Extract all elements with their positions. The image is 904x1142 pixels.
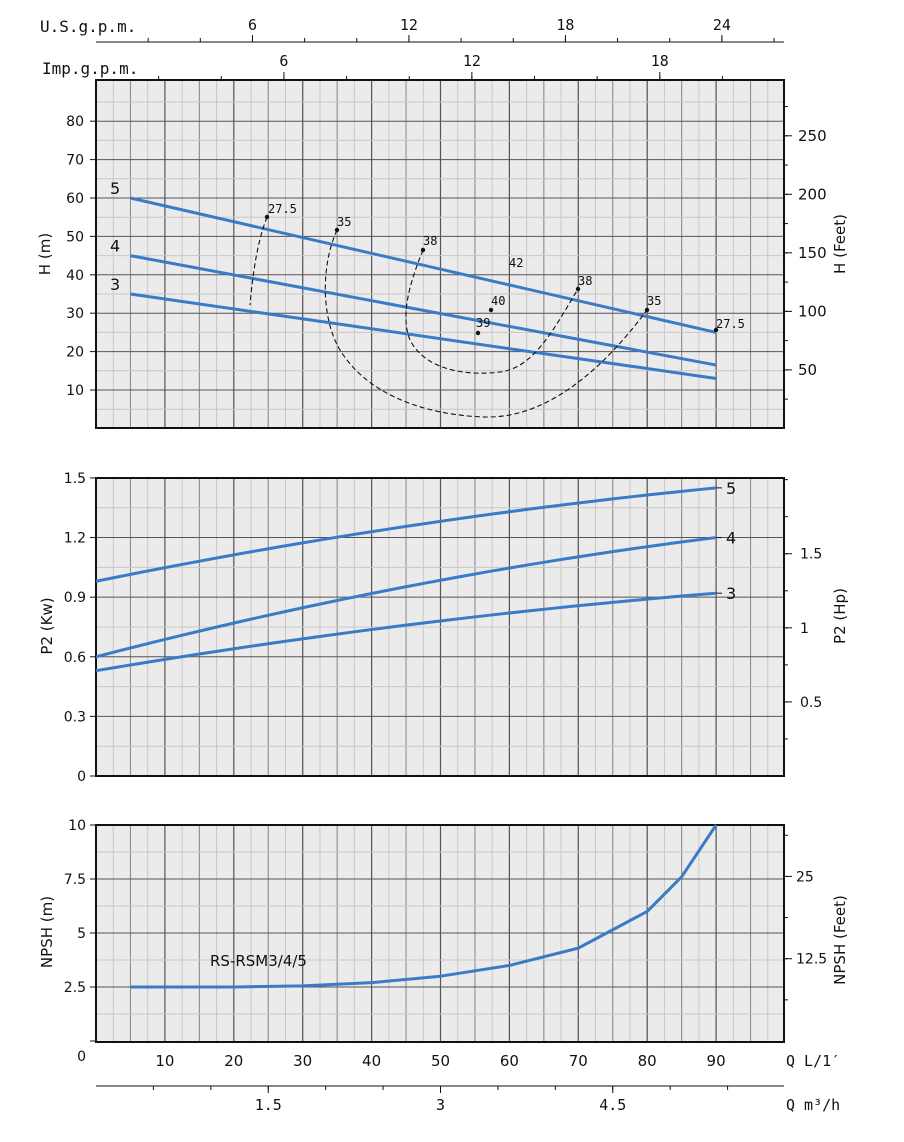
power-curve-label-3: 3 bbox=[726, 584, 736, 603]
power-ytick-label-left: 0.6 bbox=[64, 650, 86, 666]
efficiency-label: 40 bbox=[491, 294, 505, 308]
efficiency-marker bbox=[334, 227, 340, 233]
x-axis-label: Q L/1′ bbox=[786, 1052, 840, 1070]
efficiency-marker bbox=[420, 247, 426, 253]
head-curve-3 bbox=[130, 292, 717, 380]
npsh-ytick-label-left: 7.5 bbox=[64, 872, 86, 888]
power-ytick-label-left: 1.2 bbox=[64, 531, 86, 547]
head-ytick-label-right: 250 bbox=[798, 127, 827, 145]
head-ytick-label-right: 200 bbox=[798, 185, 827, 203]
head-ytick-label-right: 100 bbox=[798, 302, 827, 320]
efficiency-label: 38 bbox=[578, 274, 592, 288]
x-tick-label: 90 bbox=[707, 1052, 726, 1070]
head-ytick-label-left: 50 bbox=[66, 229, 84, 245]
power-ytick-label-left: 0.9 bbox=[64, 590, 86, 606]
efficiency-contour-35 bbox=[324, 229, 648, 418]
impgpm-tick-label: 18 bbox=[651, 52, 669, 70]
npsh-ylabel-left: NPSH (m) bbox=[38, 896, 56, 968]
npsh-ytick-label-right: 25 bbox=[796, 869, 814, 885]
power-ytick-label-left: 0 bbox=[77, 769, 86, 785]
npsh-ytick-label-left: 0 bbox=[77, 1049, 86, 1065]
head-ytick-label-left: 60 bbox=[66, 191, 84, 207]
head-curve-label-3: 3 bbox=[110, 275, 120, 294]
x-tick-label: 70 bbox=[569, 1052, 588, 1070]
head-curve-label-5: 5 bbox=[110, 179, 120, 198]
power-ytick-label-left: 0.3 bbox=[64, 709, 86, 725]
npsh-curve-label: RS-RSM3/4/5 bbox=[210, 952, 307, 970]
usgpm-axis-label: U.S.g.p.m. bbox=[40, 17, 136, 36]
head-ytick-label-left: 10 bbox=[66, 383, 84, 399]
usgpm-tick-label: 12 bbox=[400, 16, 418, 34]
head-ylabel-right: H (Feet) bbox=[831, 214, 849, 274]
head-ytick-label-left: 70 bbox=[66, 153, 84, 169]
x-tick-label: 10 bbox=[155, 1052, 174, 1070]
head-curve-4 bbox=[130, 254, 717, 367]
m3h-tick-label: 1.5 bbox=[255, 1096, 282, 1114]
efficiency-marker bbox=[475, 330, 481, 336]
impgpm-axis-label: Imp.g.p.m. bbox=[42, 59, 138, 78]
npsh-ytick-label-left: 2.5 bbox=[64, 980, 86, 996]
usgpm-tick-label: 18 bbox=[556, 16, 574, 34]
impgpm-tick-label: 6 bbox=[279, 52, 288, 70]
npsh-ytick-label-right: 12.5 bbox=[796, 952, 827, 968]
x-tick-label: 40 bbox=[362, 1052, 381, 1070]
m3h-axis-label: Q m³/h bbox=[786, 1096, 840, 1114]
usgpm-tick-label: 6 bbox=[248, 16, 257, 34]
power-ytick-label-right: 0.5 bbox=[800, 695, 822, 711]
x-tick-label: 20 bbox=[224, 1052, 243, 1070]
npsh-ytick-label-left: 5 bbox=[77, 926, 86, 942]
power-curve-5 bbox=[95, 486, 717, 583]
efficiency-label: 35 bbox=[337, 215, 351, 229]
power-panel bbox=[90, 477, 792, 777]
x-tick-label: 60 bbox=[500, 1052, 519, 1070]
head-ytick-label-right: 150 bbox=[798, 244, 827, 262]
efficiency-marker bbox=[488, 307, 494, 313]
power-curve-label-4: 4 bbox=[726, 529, 736, 548]
power-ytick-label-right: 1 bbox=[800, 621, 809, 637]
head-frame bbox=[95, 79, 785, 429]
head-panel bbox=[90, 35, 792, 429]
power-curve-3 bbox=[95, 591, 717, 673]
impgpm-tick-label: 12 bbox=[463, 52, 481, 70]
m3h-tick-label: 4.5 bbox=[599, 1096, 626, 1114]
power-ytick-label-left: 1.5 bbox=[64, 471, 86, 487]
efficiency-marker bbox=[264, 214, 270, 220]
power-curve-4 bbox=[95, 536, 717, 659]
head-ytick-label-left: 40 bbox=[66, 268, 84, 284]
m3h-tick-label: 3 bbox=[436, 1096, 445, 1114]
head-ylabel-left: H (m) bbox=[36, 233, 54, 275]
efficiency-contour-27-5 bbox=[249, 216, 268, 306]
npsh-panel bbox=[90, 824, 792, 1093]
x-tick-label: 30 bbox=[293, 1052, 312, 1070]
head-ytick-label-left: 20 bbox=[66, 345, 84, 361]
npsh-curve bbox=[130, 824, 718, 989]
head-ytick-label-right: 50 bbox=[798, 361, 817, 379]
head-ytick-label-left: 30 bbox=[66, 306, 84, 322]
efficiency-marker bbox=[644, 307, 650, 313]
head-curve-label-4: 4 bbox=[110, 237, 120, 256]
power-ylabel-left: P2 (Kw) bbox=[38, 597, 56, 654]
power-curve-label-5: 5 bbox=[726, 479, 736, 498]
efficiency-label: 35 bbox=[647, 294, 661, 308]
efficiency-label: 27.5 bbox=[268, 202, 297, 216]
head-ytick-label-left: 80 bbox=[66, 114, 84, 130]
efficiency-label: 38 bbox=[423, 234, 437, 248]
x-tick-label: 80 bbox=[638, 1052, 657, 1070]
efficiency-label: 39 bbox=[476, 316, 490, 330]
npsh-ytick-label-left: 10 bbox=[68, 818, 86, 834]
efficiency-marker bbox=[713, 327, 719, 333]
efficiency-label: 42 bbox=[509, 256, 523, 270]
x-tick-label: 50 bbox=[431, 1052, 450, 1070]
efficiency-label: 27.5 bbox=[716, 317, 745, 331]
npsh-ylabel-right: NPSH (Feet) bbox=[831, 895, 849, 985]
power-ytick-label-right: 1.5 bbox=[800, 547, 822, 563]
power-ylabel-right: P2 (Hp) bbox=[831, 588, 849, 644]
power-frame bbox=[95, 477, 785, 777]
usgpm-tick-label: 24 bbox=[713, 16, 731, 34]
head-curve-5 bbox=[130, 196, 717, 334]
efficiency-marker bbox=[575, 286, 581, 292]
